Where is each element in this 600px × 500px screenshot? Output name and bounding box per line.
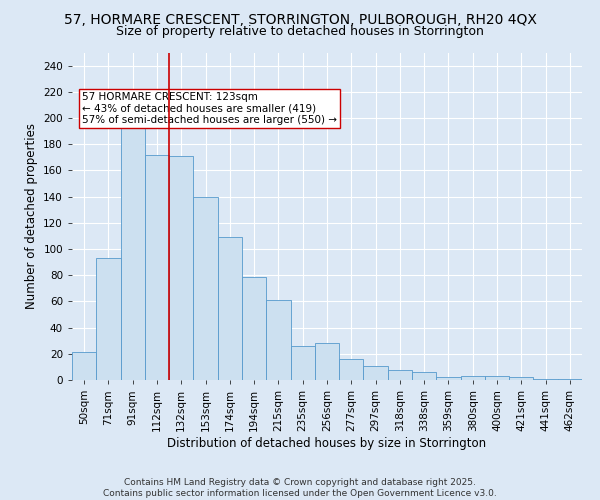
Text: 57 HORMARE CRESCENT: 123sqm
← 43% of detached houses are smaller (419)
57% of se: 57 HORMARE CRESCENT: 123sqm ← 43% of det… (82, 92, 337, 125)
Bar (436, 378, 461, 380)
Bar (485, 376, 509, 380)
Bar (339, 359, 364, 380)
Bar (266, 300, 290, 380)
Bar (193, 196, 218, 380)
Bar (412, 372, 436, 380)
Bar (533, 378, 558, 380)
Bar (145, 154, 169, 380)
Bar (169, 156, 193, 380)
Bar (364, 366, 388, 380)
Bar (242, 276, 266, 380)
X-axis label: Distribution of detached houses by size in Storrington: Distribution of detached houses by size … (167, 436, 487, 450)
Bar (388, 370, 412, 380)
Bar (72, 352, 96, 380)
Text: 57, HORMARE CRESCENT, STORRINGTON, PULBOROUGH, RH20 4QX: 57, HORMARE CRESCENT, STORRINGTON, PULBO… (64, 12, 536, 26)
Bar (558, 378, 582, 380)
Y-axis label: Number of detached properties: Number of detached properties (25, 123, 38, 309)
Bar (461, 376, 485, 380)
Bar (96, 258, 121, 380)
Bar (509, 378, 533, 380)
Bar (315, 344, 339, 380)
Text: Contains HM Land Registry data © Crown copyright and database right 2025.
Contai: Contains HM Land Registry data © Crown c… (103, 478, 497, 498)
Text: Size of property relative to detached houses in Storrington: Size of property relative to detached ho… (116, 25, 484, 38)
Bar (121, 118, 145, 380)
Bar (218, 237, 242, 380)
Bar (290, 346, 315, 380)
